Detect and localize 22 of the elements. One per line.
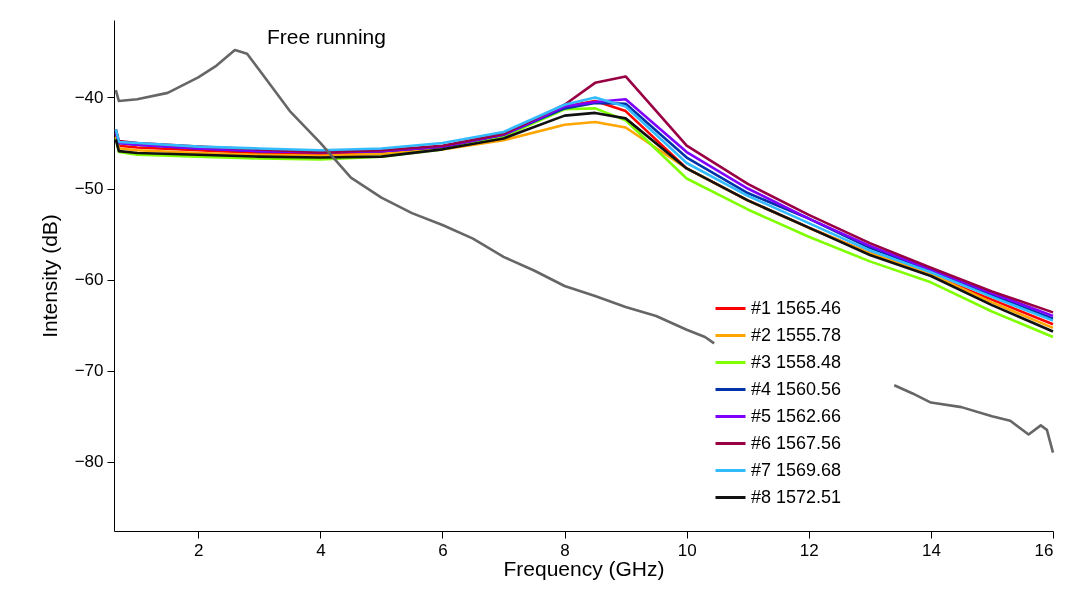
legend-label: #1 1565.46 bbox=[751, 297, 842, 318]
x-tick-label: 12 bbox=[799, 540, 819, 560]
y-tick-label: −60 bbox=[74, 270, 104, 290]
legend-label: #2 1555.78 bbox=[751, 324, 842, 345]
legend-label: #5 1562.66 bbox=[751, 405, 842, 426]
legend-label: #3 1558.48 bbox=[751, 351, 842, 372]
y-tick-label: −70 bbox=[74, 361, 104, 381]
x-tick-label: 16 bbox=[1034, 540, 1054, 560]
x-tick-label: 2 bbox=[194, 540, 204, 560]
y-tick-label: −80 bbox=[74, 452, 104, 472]
x-tick-label: 6 bbox=[438, 540, 448, 560]
legend-label: #8 1572.51 bbox=[751, 486, 842, 507]
legend-label: #7 1569.68 bbox=[751, 459, 842, 480]
x-tick-label: 10 bbox=[677, 540, 697, 560]
y-tick-label: −40 bbox=[74, 87, 104, 107]
legend-label: #6 1567.56 bbox=[751, 432, 842, 453]
x-tick-label: 14 bbox=[921, 540, 941, 560]
x-tick-label: 4 bbox=[316, 540, 326, 560]
y-axis-title: Intensity (dB) bbox=[37, 214, 61, 338]
series-label: Free running bbox=[266, 25, 386, 49]
legend-label: #4 1560.56 bbox=[751, 378, 842, 399]
y-tick-label: −50 bbox=[74, 179, 104, 199]
